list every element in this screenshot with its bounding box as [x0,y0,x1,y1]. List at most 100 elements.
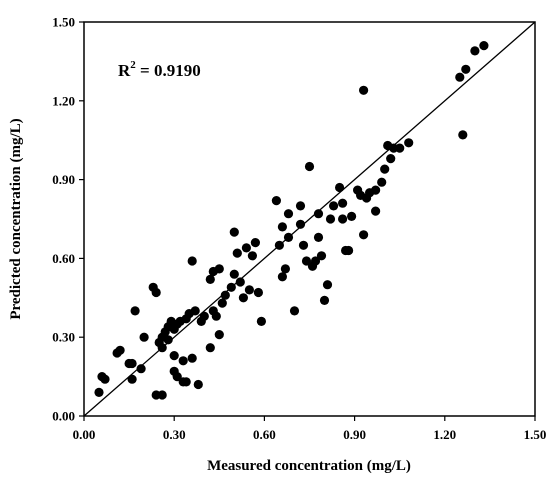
data-point [301,256,312,266]
data-point [244,285,254,295]
data-point [344,245,354,256]
data-point [395,143,405,153]
reference-line-y-equals-x [83,21,536,417]
data-point [205,274,215,284]
x-axis-title: Measured concentration (mg/L) [207,458,411,474]
data-point [157,343,167,353]
data-point [253,287,263,298]
data-point [199,311,209,321]
data-point [461,64,471,74]
y-tick-label: 0.60 [52,251,75,266]
data-point [295,201,306,211]
data-point [241,243,251,253]
x-axis-ticks: 0.00 0.30 0.60 0.90 1.20 1.50 [73,416,547,442]
y-tick-label: 0.90 [52,172,75,187]
x-tick-label: 0.30 [163,427,186,442]
data-point [187,256,197,266]
data-point [94,387,104,397]
data-point [172,372,182,382]
y-axis-title: Predicted concentration (mg/L) [8,118,24,319]
data-point [313,232,324,242]
data-point [127,358,137,369]
x-tick-label: 1.50 [524,427,547,442]
data-point [139,332,149,342]
data-point [256,316,266,326]
data-point [289,306,300,316]
data-point [250,238,260,248]
data-point [211,311,221,321]
data-point [338,214,348,224]
data-point [214,264,224,274]
data-point [283,209,294,219]
data-point [100,374,110,384]
data-point [247,251,257,261]
data-point [229,269,239,279]
data-point [274,240,284,250]
x-tick-label: 0.60 [253,427,276,442]
y-axis-ticks: 0.00 0.30 0.60 0.90 1.20 1.50 [52,15,84,424]
data-point [151,287,161,298]
data-point [130,306,140,316]
data-point [232,248,242,258]
data-point [458,130,468,140]
y-tick-label: 0.30 [52,330,75,345]
data-point [163,335,173,345]
data-point [283,232,294,242]
reference-line-layer [83,21,536,417]
data-points-layer [94,41,489,400]
data-point [295,219,306,229]
data-point [220,290,230,300]
data-point [347,211,357,221]
data-point [217,298,227,308]
data-point [310,256,321,266]
data-point [277,272,287,282]
r-squared-value: = 0.9190 [136,61,201,80]
data-point [226,282,236,292]
data-point [455,72,465,82]
data-point [235,277,245,287]
data-point [304,161,315,172]
data-point [181,377,191,387]
data-point [115,345,125,355]
plot-frame [83,21,536,417]
data-point [359,230,369,240]
data-point [316,251,327,261]
data-point [371,206,381,216]
data-point [298,240,309,250]
data-point [338,198,348,208]
data-point [229,227,239,237]
data-point [470,46,480,56]
data-point [214,330,224,340]
data-point [205,343,215,353]
data-point [277,222,287,232]
data-point [238,293,248,303]
x-tick-label: 0.90 [343,427,366,442]
data-point [136,364,146,374]
data-point [377,177,387,187]
data-point [371,185,381,195]
data-point [404,138,414,148]
data-point [335,182,345,193]
y-tick-label: 1.50 [52,15,75,30]
data-point [386,154,396,164]
data-point [193,379,203,390]
y-tick-label: 1.20 [52,93,75,108]
data-point [271,196,281,206]
x-tick-label: 1.20 [433,427,456,442]
data-point [280,264,290,274]
data-point [322,280,333,290]
r-squared-base: R [118,61,131,80]
data-point [359,85,369,95]
data-point [325,214,336,224]
r-squared-annotation: R2 = 0.9190 [118,59,201,80]
r-squared-superscript: 2 [130,59,136,71]
data-point [178,356,188,366]
data-point [169,351,179,361]
data-point [157,390,167,400]
data-point [319,295,330,305]
x-tick-label: 0.00 [73,427,96,442]
data-point [313,209,324,219]
data-point [127,374,137,384]
